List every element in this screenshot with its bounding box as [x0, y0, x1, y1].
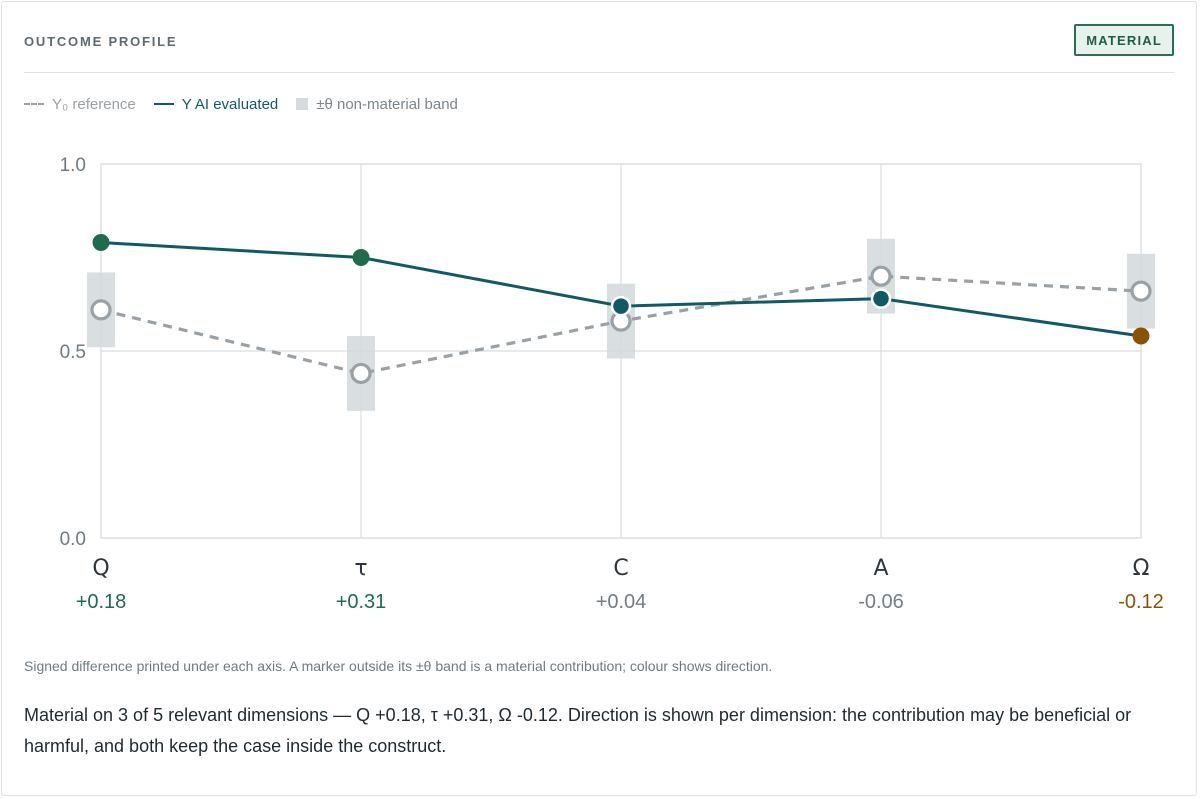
evaluated-point: [352, 249, 370, 266]
evaluated-point: [610, 295, 632, 317]
chart-caption: Signed difference printed under each axi…: [24, 658, 773, 674]
category-label: Ω: [1133, 556, 1150, 581]
y-tick-label: 0.0: [60, 529, 86, 550]
legend-item-reference: Y₀ reference: [24, 96, 136, 113]
material-badge: MATERIAL: [1074, 24, 1174, 56]
legend-label-evaluated: Y AI evaluated: [181, 95, 279, 113]
y-tick-label: 0.5: [60, 342, 86, 363]
difference-label: -0.12: [1118, 591, 1164, 613]
legend-item-evaluated: Y AI evaluated: [153, 95, 279, 113]
band-swatch: [296, 98, 309, 110]
dashed-line-swatch: [24, 103, 44, 105]
outcome-chart: 0.0 0.5 1.0 Q +0.18 τ +0.31 C +0.04 A -0.06 Ω -0.12: [2, 142, 1198, 622]
reference-point: [350, 362, 372, 385]
difference-label: -0.06: [858, 591, 904, 613]
legend-label-band: ±θ non-material band: [316, 95, 458, 113]
summary-text: Material on 3 of 5 relevant dimensions —…: [24, 705, 1132, 756]
reference-point: [1130, 280, 1152, 302]
category-label: A: [873, 556, 888, 581]
category-label: C: [613, 556, 628, 581]
evaluated-point: [92, 234, 110, 252]
category-label: Q: [92, 556, 109, 581]
reference-point: [870, 265, 892, 287]
solid-line-swatch: [153, 103, 174, 105]
legend-item-band: ±θ non-material band: [296, 96, 458, 113]
difference-label: +0.18: [76, 591, 127, 613]
category-label: τ: [354, 556, 367, 581]
difference-label: +0.04: [596, 591, 647, 613]
chart-svg: 0.0 0.5 1.0 Q +0.18 τ +0.31 C +0.04 A -0.06 Ω -0.12: [60, 155, 1164, 613]
chart-legend: Y₀ reference Y AI evaluated ±θ non-mater…: [24, 94, 476, 114]
y-tick-label: 1.0: [60, 155, 86, 176]
card-title: OUTCOME PROFILE: [24, 34, 178, 49]
difference-label: +0.31: [336, 591, 387, 613]
reference-point: [90, 299, 112, 321]
evaluated-point: [1132, 327, 1150, 345]
evaluated-point: [870, 288, 892, 309]
card-header: OUTCOME PROFILE MATERIAL: [24, 24, 1174, 73]
legend-label-reference: Y₀ reference: [52, 95, 136, 113]
